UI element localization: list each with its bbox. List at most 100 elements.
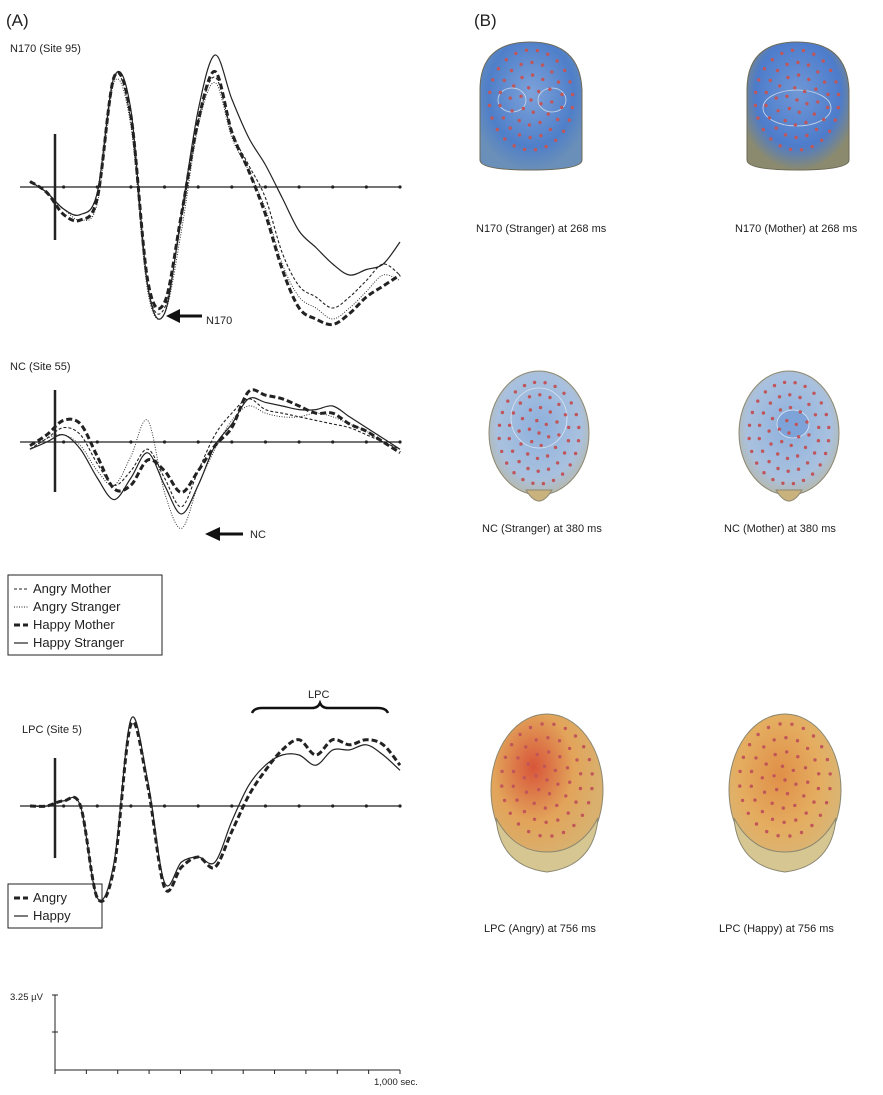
tick-mark-n170 — [62, 185, 66, 189]
electrode-dot — [526, 452, 530, 456]
panel-label-a: (A) — [6, 11, 29, 30]
scale-amplitude-label: 3.25 µV — [10, 992, 44, 1003]
electrode-dot — [813, 758, 817, 762]
electrode-dot — [807, 402, 811, 407]
electrode-dot — [772, 383, 777, 388]
electrode-dot — [799, 148, 804, 152]
electrode-dot — [552, 722, 556, 726]
tick-mark-lpc — [331, 804, 335, 808]
electrode-dot — [510, 449, 515, 453]
electrode-dot — [820, 745, 824, 749]
electrode-dot — [527, 86, 531, 90]
electrode-dot — [764, 762, 768, 766]
electrode-dot — [764, 90, 768, 95]
electrode-dot — [563, 68, 567, 73]
electrode-dot — [524, 790, 529, 794]
electrode-dot — [770, 817, 775, 821]
electrode-dot — [556, 117, 560, 122]
tick-mark-lpc — [162, 804, 167, 808]
electrode-dot — [541, 77, 545, 82]
tick-mark-n170 — [331, 185, 335, 189]
electrode-dot — [789, 443, 793, 448]
electrode-dot — [562, 391, 566, 395]
electrode-dot — [556, 818, 560, 822]
tick-mark-lpc — [398, 804, 402, 808]
electrode-dot — [517, 133, 522, 137]
electrode-dot — [821, 59, 825, 63]
tick-mark-n170 — [196, 185, 200, 189]
electrode-dot — [546, 467, 551, 471]
electrode-dot — [508, 811, 512, 815]
electrode-dot — [798, 395, 802, 400]
electrode-dot — [785, 792, 790, 796]
tick-mark-n170 — [162, 185, 167, 189]
electrode-dot — [564, 794, 568, 798]
electrode-dot — [787, 431, 791, 435]
electrode-dot — [546, 736, 550, 740]
series-line-n170-happy-stranger — [29, 54, 401, 320]
electrode-dot — [558, 755, 562, 759]
electrode-dot — [513, 390, 518, 394]
tick-mark-nc — [62, 440, 66, 444]
electrode-dot — [812, 800, 816, 804]
electrode-dot — [507, 436, 511, 441]
electrode-dot — [495, 127, 499, 132]
electrode-dot — [836, 105, 840, 110]
electrode-dot — [497, 423, 502, 427]
electrode-dot — [528, 408, 533, 412]
tick-mark-n170 — [95, 185, 99, 189]
electrode-dot — [796, 467, 801, 471]
electrode-dot — [501, 116, 506, 120]
legend-label-happy-stranger: Happy Stranger — [33, 635, 125, 650]
electrode-dot — [817, 425, 821, 430]
electrode-dot — [519, 442, 523, 446]
electrode-dot — [548, 127, 553, 132]
electrode-dot — [814, 87, 818, 91]
electrode-dot — [812, 391, 816, 395]
electrode-dot — [511, 769, 516, 774]
electrode-dot — [818, 463, 822, 467]
electrode-dot — [528, 135, 532, 140]
electrode-dot — [528, 725, 533, 730]
electrode-dot — [490, 116, 494, 120]
electrode-dot — [496, 67, 501, 71]
electrode-dot — [738, 769, 742, 774]
series-line-lpc-angry — [29, 720, 402, 903]
electrode-dot — [795, 739, 800, 743]
electrode-dot — [573, 451, 578, 456]
electrode-dot — [747, 423, 752, 427]
electrode-dot — [747, 743, 752, 747]
caption-nc-mother: NC (Mother) at 380 ms — [724, 523, 836, 535]
electrode-dot — [826, 105, 830, 110]
electrode-dot — [791, 768, 795, 773]
electrode-dot — [567, 746, 572, 751]
electrode-dot — [794, 782, 798, 786]
electrode-dot — [550, 70, 554, 74]
electrode-dot — [750, 449, 754, 454]
electrode-dot — [828, 786, 832, 791]
tick-marks-n170 — [62, 185, 402, 189]
electrode-dot — [579, 772, 583, 776]
electrode-dot — [777, 427, 782, 431]
electrode-dot — [586, 801, 591, 805]
tick-mark-nc — [230, 440, 234, 444]
electrode-dot — [817, 772, 821, 776]
electrode-dot — [811, 734, 816, 738]
lpc-bracket — [250, 699, 390, 714]
plot-lpc: LPC (Site 5) LPC — [20, 689, 402, 903]
electrode-dot — [824, 412, 828, 417]
electrode-dot — [754, 822, 759, 826]
electrode-dot — [768, 401, 773, 405]
electrode-dot — [765, 829, 769, 834]
topomap-lpc-angry — [490, 713, 604, 873]
electrode-dot — [788, 147, 793, 152]
electrode-dot — [823, 451, 828, 456]
electrode-dot — [749, 769, 754, 774]
electrode-dot — [572, 823, 576, 828]
electrode-dot — [766, 725, 771, 730]
tick-mark-lpc — [62, 804, 66, 808]
electrode-dot — [500, 410, 505, 415]
electrode-dot — [527, 123, 532, 127]
electrode-dot — [803, 766, 808, 770]
